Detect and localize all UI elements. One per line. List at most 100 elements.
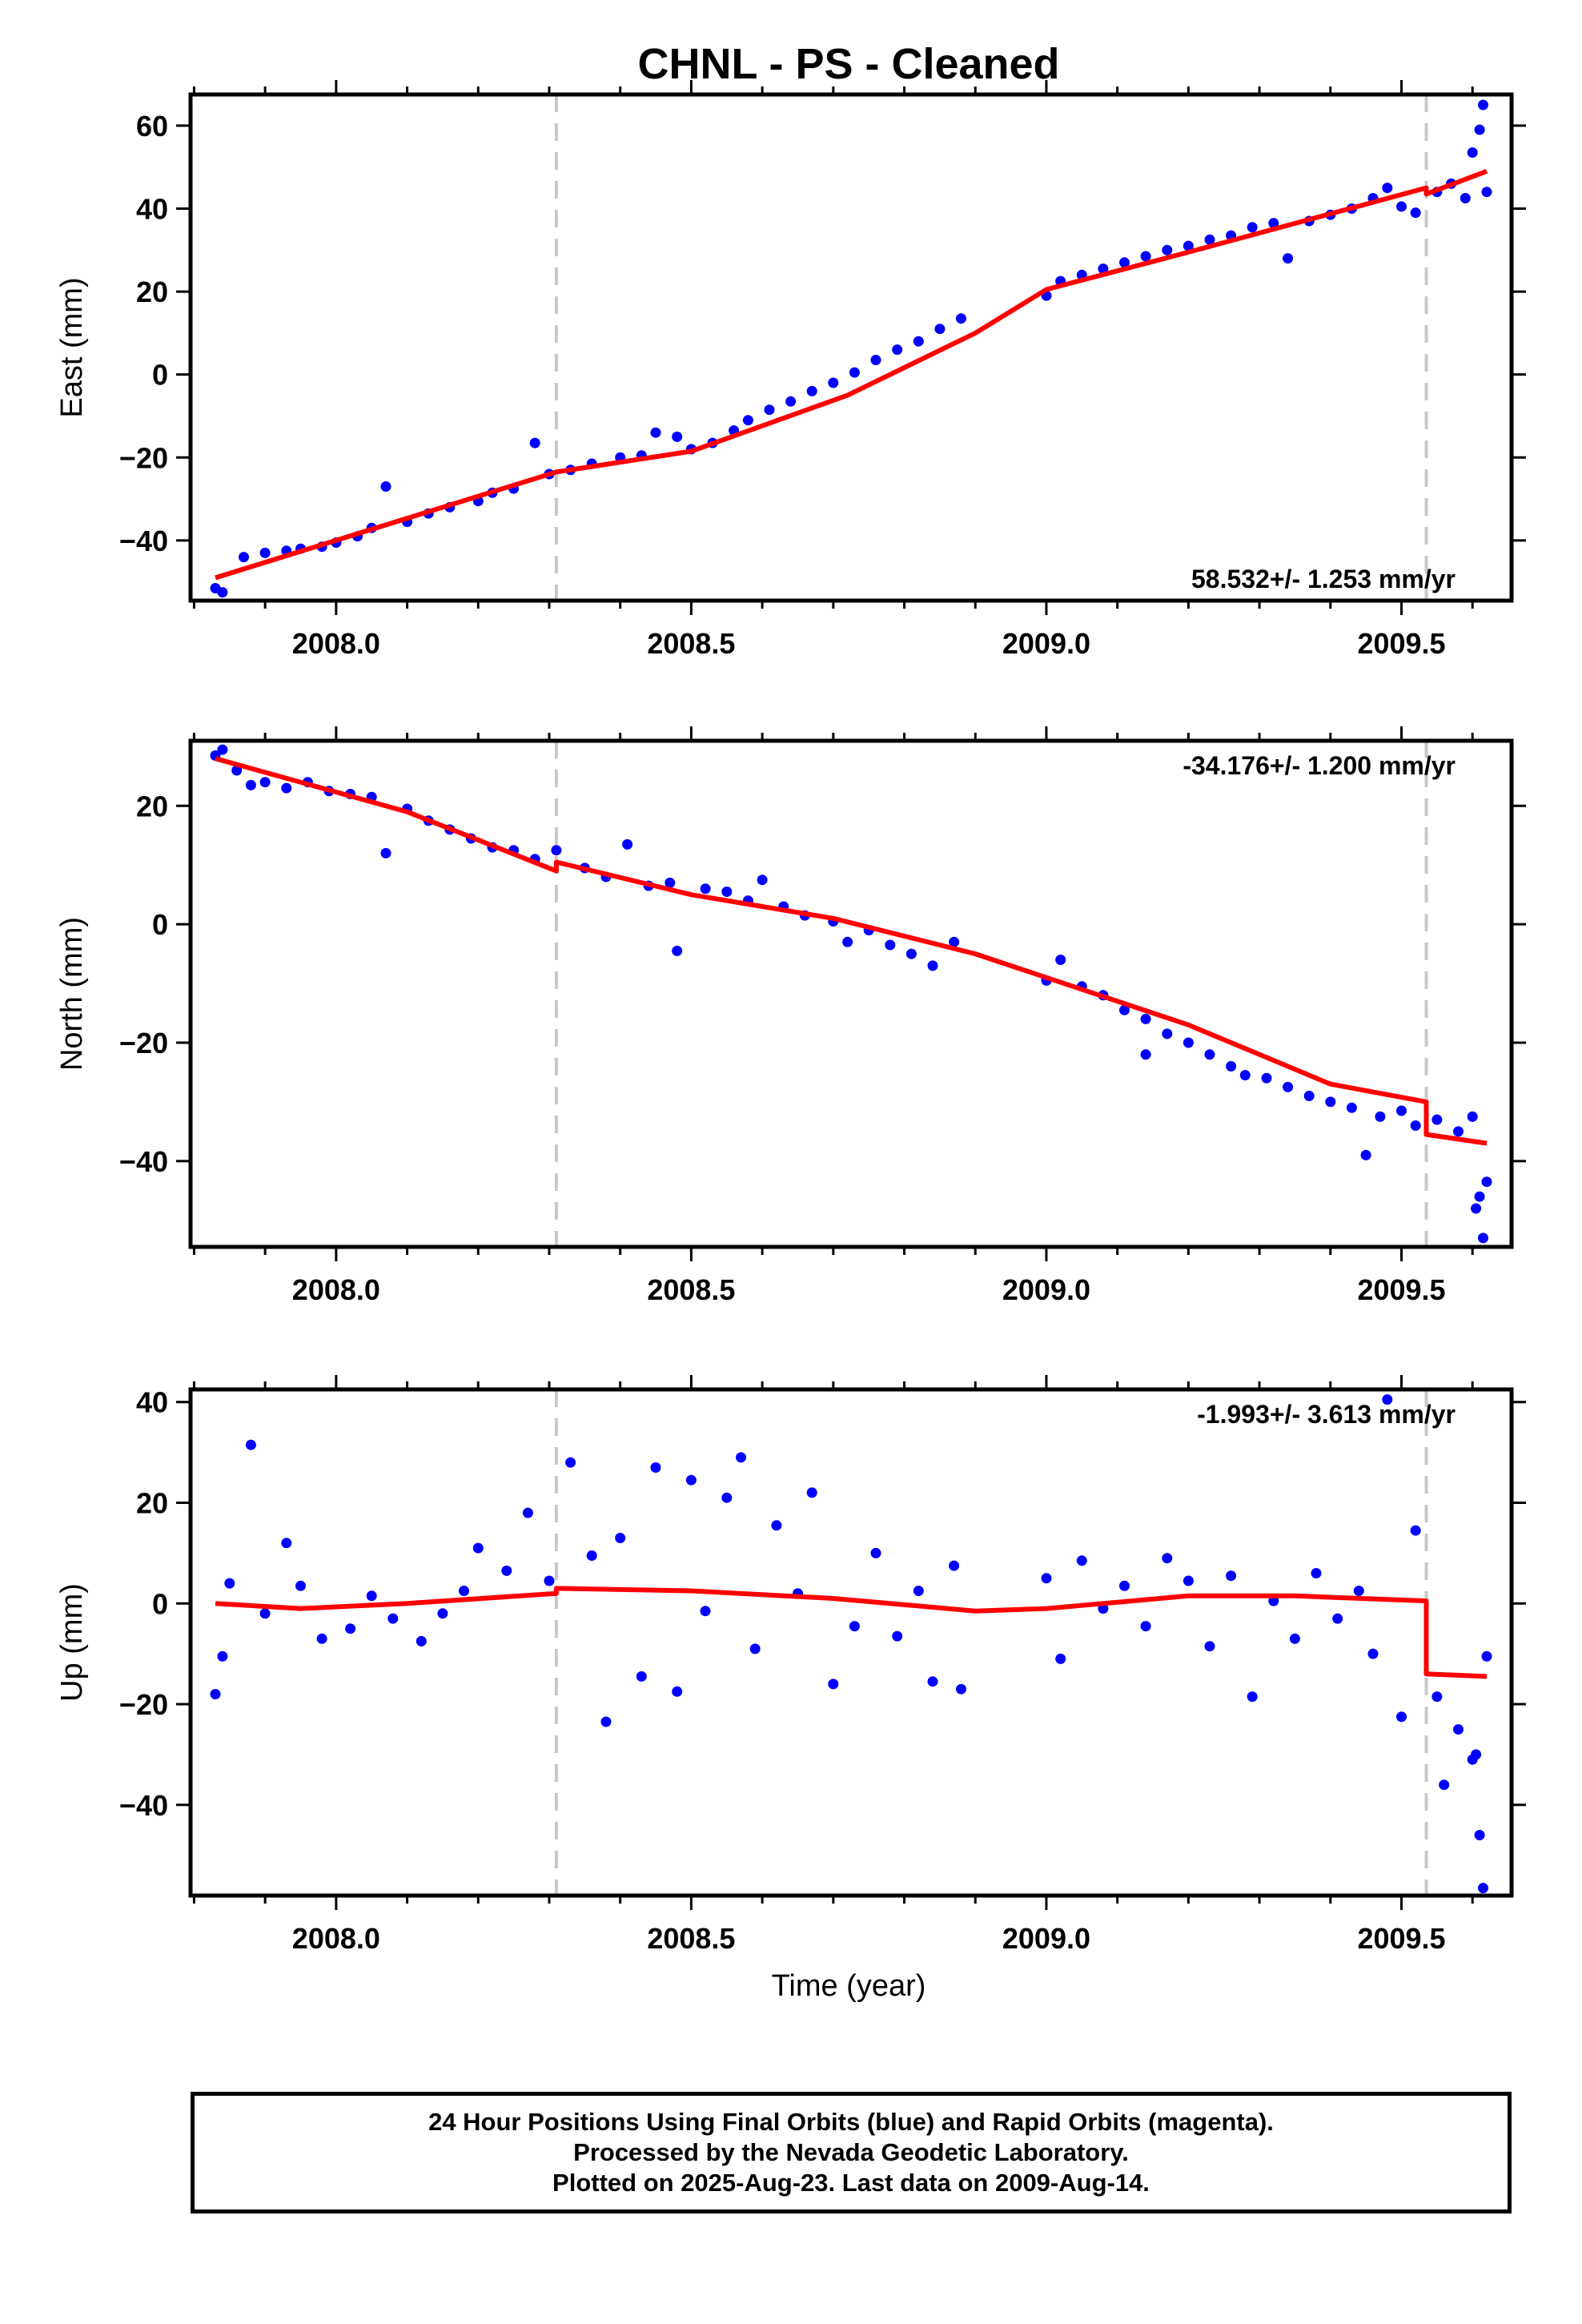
up-x-tick-label: 2009.5 xyxy=(1357,1922,1445,1955)
east-data-point xyxy=(1098,263,1109,275)
east-data-point xyxy=(764,404,775,416)
north-data-point xyxy=(1119,1004,1130,1015)
up-data-point xyxy=(316,1633,327,1644)
east-y-tick-label: −20 xyxy=(119,441,168,474)
east-data-point xyxy=(1162,244,1173,255)
north-x-tick-label: 2008.5 xyxy=(647,1273,735,1306)
north-data-point xyxy=(1140,1013,1151,1024)
north-data-point xyxy=(757,875,768,886)
up-data-point xyxy=(1382,1394,1393,1405)
up-data-point xyxy=(295,1580,306,1591)
east-data-point xyxy=(1410,207,1421,219)
east-data-point xyxy=(849,367,860,378)
north-data-point xyxy=(700,883,711,895)
east-data-point xyxy=(217,587,228,598)
up-data-point xyxy=(1431,1691,1443,1703)
up-data-point xyxy=(586,1550,597,1561)
up-data-point xyxy=(749,1643,761,1655)
east-data-point xyxy=(529,437,540,448)
up-data-point xyxy=(1474,1830,1485,1840)
east-data-point xyxy=(1396,201,1407,212)
up-data-point xyxy=(1481,1651,1492,1662)
east-data-point xyxy=(1268,218,1279,229)
east-y-tick-label: 60 xyxy=(136,110,168,143)
east-data-point xyxy=(259,547,271,558)
east-data-point xyxy=(913,336,924,347)
up-data-point xyxy=(224,1578,235,1589)
east-data-point xyxy=(828,377,839,388)
north-data-point xyxy=(231,765,243,776)
east-data-point xyxy=(806,385,817,396)
up-data-point xyxy=(721,1492,733,1503)
up-y-tick-label: −40 xyxy=(119,1789,168,1822)
north-data-point xyxy=(1283,1081,1294,1092)
up-y-axis-title: Up (mm) xyxy=(55,1583,89,1702)
east-data-point xyxy=(742,415,753,426)
north-data-point xyxy=(1162,1028,1173,1039)
east-data-point xyxy=(785,396,797,407)
north-x-tick-label: 2009.5 xyxy=(1357,1273,1445,1306)
north-data-point xyxy=(1396,1105,1407,1116)
up-data-point xyxy=(1289,1633,1300,1644)
up-data-point xyxy=(1140,1621,1151,1632)
up-x-tick-label: 2008.5 xyxy=(647,1922,735,1955)
east-model-line xyxy=(215,168,1488,581)
east-data-point xyxy=(239,552,249,563)
east-data-point xyxy=(1467,147,1478,158)
east-rate-label: 58.532+/- 1.253 mm/yr xyxy=(1191,565,1456,593)
up-data-point xyxy=(636,1671,647,1682)
north-y-tick-label: 20 xyxy=(136,790,168,822)
east-data-point xyxy=(1460,193,1471,203)
up-data-point xyxy=(1226,1570,1237,1582)
east-data-point xyxy=(870,355,881,365)
east-data-point xyxy=(1382,183,1393,194)
figure-title: CHNL - PS - Cleaned xyxy=(637,40,1059,88)
up-data-point xyxy=(544,1575,555,1586)
up-data-point xyxy=(892,1630,903,1642)
up-frame xyxy=(188,1387,1514,1898)
east-y-tick-label: 40 xyxy=(136,192,168,225)
up-data-point xyxy=(1410,1525,1421,1536)
footer-box: 24 Hour Positions Using Final Orbits (bl… xyxy=(191,2092,1512,2213)
up-data-point xyxy=(600,1716,612,1727)
north-data-point xyxy=(1410,1120,1421,1131)
north-data-point xyxy=(1471,1203,1482,1214)
north-y-tick-label: −40 xyxy=(119,1145,168,1178)
up-model-line xyxy=(215,1586,1488,1679)
east-x-tick-label: 2009.0 xyxy=(1002,627,1090,660)
north-data-point xyxy=(1474,1191,1485,1202)
north-data-point xyxy=(1360,1149,1371,1160)
up-data-point xyxy=(259,1608,271,1619)
up-data-point xyxy=(1471,1749,1482,1760)
up-data-point xyxy=(210,1689,221,1699)
up-data-point xyxy=(956,1683,966,1695)
x-axis-title: Time (year) xyxy=(772,1969,926,2003)
east-x-tick-label: 2009.5 xyxy=(1357,627,1445,660)
north-data-point xyxy=(1467,1111,1478,1122)
north-data-point xyxy=(1182,1037,1194,1048)
north-rate-label: -34.176+/- 1.200 mm/yr xyxy=(1182,751,1456,780)
up-data-point xyxy=(1367,1648,1379,1659)
north-data-point xyxy=(217,744,228,755)
east-data-point xyxy=(1247,222,1258,233)
north-data-point xyxy=(281,782,292,794)
up-data-point xyxy=(849,1621,860,1632)
north-data-point xyxy=(1478,1232,1488,1244)
east-y-tick-label: 0 xyxy=(152,359,168,392)
north-data-point xyxy=(905,948,917,959)
up-x-tick-label: 2008.0 xyxy=(292,1922,380,1955)
north-data-point xyxy=(1346,1102,1357,1113)
north-x-tick-label: 2008.0 xyxy=(292,1273,380,1306)
east-y-tick-label: −40 xyxy=(119,525,168,557)
up-x-tick-label: 2009.0 xyxy=(1002,1922,1090,1955)
up-data-point xyxy=(459,1586,469,1596)
east-data-point xyxy=(650,427,661,438)
up-data-point xyxy=(245,1439,256,1450)
up-data-point xyxy=(1041,1573,1052,1584)
up-y-tick-label: 0 xyxy=(152,1587,168,1620)
north-data-point xyxy=(1140,1049,1151,1060)
up-y-tick-label: 40 xyxy=(136,1386,168,1419)
up-data-point xyxy=(736,1452,746,1463)
north-y-tick-label: −20 xyxy=(119,1027,168,1059)
